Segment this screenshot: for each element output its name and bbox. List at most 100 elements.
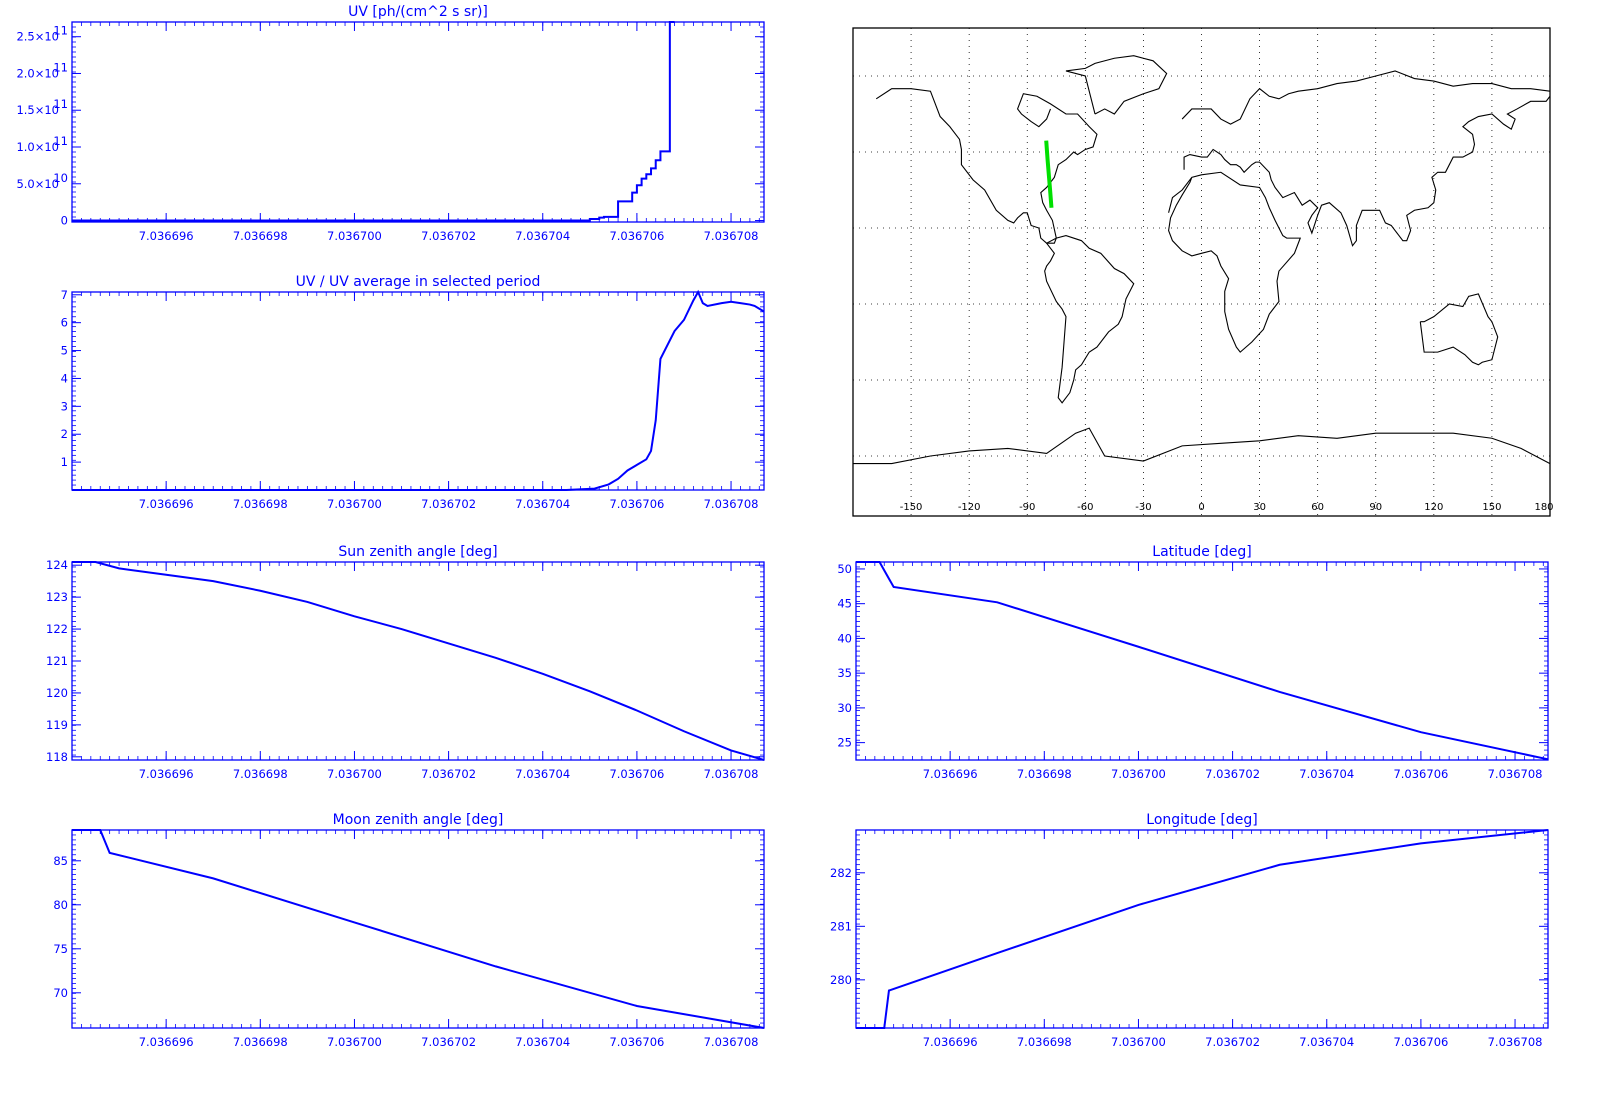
y-tick-label: 6	[61, 316, 68, 330]
world-map-panel: -150 -120 -90 -60 -30 0 30 60 90 120 150 180	[852, 27, 1554, 517]
x-tick-label: 7.036696	[139, 767, 194, 781]
coastline	[1183, 95, 1551, 247]
coastline	[1044, 235, 1135, 404]
y-tick-label: 121	[46, 654, 68, 668]
y-tick-label: 118	[46, 750, 68, 764]
x-tick-label: 7.036704	[515, 767, 570, 781]
x-tick-label: 7.036702	[421, 497, 476, 511]
coastline	[1168, 171, 1302, 353]
y-tick-exponent: 11	[53, 97, 68, 111]
y-tick-exponent: 11	[53, 24, 68, 38]
x-tick-label: 7.036702	[1205, 1035, 1260, 1049]
x-tick-label: 7.036700	[327, 1035, 382, 1049]
x-tick-label: 7.036708	[704, 229, 759, 243]
y-tick-label: 1.0×10	[16, 140, 59, 154]
series-line	[856, 561, 1549, 761]
y-tick-label: 80	[53, 898, 68, 912]
x-tick-label: 7.036700	[327, 767, 382, 781]
y-tick-label: 0	[61, 214, 68, 228]
coastline	[875, 88, 1098, 244]
x-tick-label: 7.036698	[233, 229, 288, 243]
x-tick-label: 7.036708	[1488, 1035, 1543, 1049]
plot-frame	[71, 291, 765, 491]
y-tick-label: 119	[46, 718, 68, 732]
x-tick-label: 7.036708	[704, 1035, 759, 1049]
map-lon-label: 180	[1534, 502, 1553, 513]
y-tick-label: 280	[830, 973, 852, 987]
y-tick-label: 5.0×10	[16, 177, 59, 191]
y-tick-label: 2.5×10	[16, 30, 59, 44]
y-tick-label: 30	[837, 701, 852, 715]
x-tick-label: 7.036698	[1017, 1035, 1072, 1049]
x-tick-label: 7.036700	[327, 229, 382, 243]
y-tick-label: 2.0×10	[16, 66, 59, 80]
x-tick-label: 7.036706	[1393, 1035, 1448, 1049]
uv-ratio-panel: UV / UV average in selected period 7.0366…	[61, 274, 765, 511]
y-tick-label: 3	[61, 399, 68, 413]
map-lon-label: -150	[900, 502, 923, 513]
map-lon-label: 30	[1253, 502, 1266, 513]
x-tick-label: 7.036706	[609, 497, 664, 511]
uv-panel: UV [ph/(cm^2 s sr)] 7.036696 7.036698 7.036…	[16, 4, 765, 243]
series-line	[72, 829, 765, 1029]
x-tick-label: 7.036702	[421, 229, 476, 243]
x-tick-label: 7.036698	[1017, 767, 1072, 781]
x-tick-label: 7.036696	[139, 229, 194, 243]
y-tick-label: 7	[61, 288, 68, 302]
y-tick-label: 2	[61, 427, 68, 441]
series-line	[856, 829, 1549, 1029]
y-tick-label: 1.5×10	[16, 103, 59, 117]
y-tick-label: 40	[837, 631, 852, 645]
y-tick-label: 123	[46, 590, 68, 604]
y-tick-exponent: 11	[53, 134, 68, 148]
y-tick-label: 282	[830, 866, 852, 880]
map-lon-label: 0	[1198, 502, 1204, 513]
orbit-track	[1044, 140, 1054, 208]
y-tick-label: 25	[837, 736, 852, 750]
y-tick-label: 70	[53, 986, 68, 1000]
map-lon-label: -90	[1019, 502, 1035, 513]
x-tick-label: 7.036698	[233, 767, 288, 781]
x-tick-label: 7.036698	[233, 1035, 288, 1049]
y-tick-label: 1	[61, 455, 68, 469]
series-line	[72, 289, 765, 491]
x-tick-label: 7.036708	[704, 497, 759, 511]
coastline	[1181, 70, 1551, 125]
map-lon-label: 120	[1424, 502, 1443, 513]
y-tick-label: 45	[837, 597, 852, 611]
y-tick-label: 124	[46, 558, 68, 572]
sun-zenith-panel: Sun zenith angle [deg] 7.036696 7.036698 7.…	[46, 544, 765, 781]
y-tick-label: 4	[61, 371, 68, 385]
x-tick-label: 7.036708	[704, 767, 759, 781]
plot-title: UV / UV average in selected period	[296, 274, 541, 290]
x-tick-label: 7.036706	[609, 1035, 664, 1049]
y-tick-label: 281	[830, 919, 852, 933]
x-tick-label: 7.036708	[1488, 767, 1543, 781]
y-tick-label: 122	[46, 622, 68, 636]
x-tick-label: 7.036704	[515, 1035, 570, 1049]
plot-frame	[855, 561, 1549, 761]
x-tick-label: 7.036706	[609, 767, 664, 781]
longitude-panel: Longitude [deg] 7.036696 7.036698 7.036700 7…	[830, 812, 1549, 1049]
x-tick-label: 7.036696	[923, 767, 978, 781]
x-tick-label: 7.036700	[1111, 767, 1166, 781]
x-tick-label: 7.036700	[1111, 1035, 1166, 1049]
x-tick-label: 7.036698	[233, 497, 288, 511]
x-tick-label: 7.036704	[1299, 767, 1354, 781]
plot-frame	[71, 829, 765, 1029]
map-lon-label: -120	[958, 502, 981, 513]
moon-zenith-panel: Moon zenith angle [deg] 7.036696 7.036698 7…	[53, 812, 765, 1049]
coastline	[853, 427, 1551, 465]
plot-frame	[71, 21, 765, 223]
x-tick-label: 7.036702	[421, 767, 476, 781]
x-tick-label: 7.036696	[139, 1035, 194, 1049]
coastline	[1065, 55, 1168, 115]
latitude-panel: Latitude [deg] 7.036696 7.036698 7.036700 7.…	[837, 544, 1549, 781]
y-tick-label: 5	[61, 344, 68, 358]
map-lon-label: 150	[1482, 502, 1501, 513]
x-tick-label: 7.036706	[609, 229, 664, 243]
map-lon-label: -30	[1135, 502, 1151, 513]
plot-title: Latitude [deg]	[1152, 544, 1251, 560]
x-tick-label: 7.036706	[1393, 767, 1448, 781]
